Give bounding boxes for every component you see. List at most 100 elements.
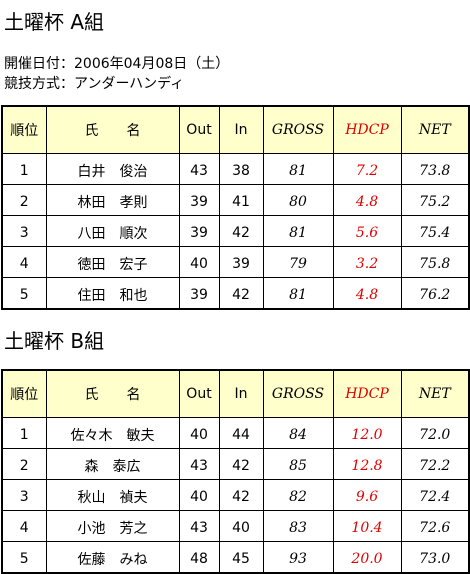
table-cell: 森 泰広 — [45, 448, 180, 480]
table-cell: 40 — [178, 246, 220, 278]
table-cell: 42 — [218, 479, 264, 511]
table-cell: 徳田 宏子 — [45, 246, 180, 278]
table-cell: 84 — [262, 417, 334, 449]
table-cell: 82 — [262, 479, 334, 511]
table-cell: 75.8 — [400, 246, 470, 278]
column-header: Out — [178, 369, 220, 418]
table-row: 1 佐々木 敏夫 40 44 84 12.0 72.0 — [1, 417, 470, 449]
table-cell: 5.6 — [332, 215, 402, 247]
table-cell: 42 — [218, 277, 264, 310]
table-cell: 75.4 — [400, 215, 470, 247]
table-row: 4 小池 芳之 43 40 83 10.4 72.6 — [1, 510, 470, 542]
header-row: 順位氏 名 Out In GROSS HDCP NET — [1, 105, 470, 154]
table-cell: 1 — [1, 153, 47, 185]
column-header: HDCP — [332, 369, 402, 418]
column-header: GROSS — [262, 369, 334, 418]
table-cell: 44 — [218, 417, 264, 449]
table-cell: 76.2 — [400, 277, 470, 310]
date-label: 開催日付：2006年04月08日（土） — [4, 56, 230, 72]
table-cell: 20.0 — [332, 541, 402, 574]
table-cell: 3.2 — [332, 246, 402, 278]
table-cell: 48 — [178, 541, 220, 574]
table-cell: 93 — [262, 541, 334, 574]
table-cell: 75.2 — [400, 184, 470, 216]
table-cell: 38 — [218, 153, 264, 185]
table-cell: 83 — [262, 510, 334, 542]
table-cell: 39 — [218, 246, 264, 278]
column-header: In — [218, 105, 264, 154]
table-row: 5 佐藤 みね 48 45 93 20.0 73.0 — [1, 541, 470, 574]
results-table: 順位氏 名 Out In GROSS HDCP NET 1 佐々木 敏夫 40 44 84 12.0 7… — [1, 369, 470, 574]
column-header: NET — [400, 105, 470, 154]
table-cell: 7.2 — [332, 153, 402, 185]
table-row: 5 住田 和也 39 42 81 4.8 76.2 — [1, 277, 470, 310]
table-cell: 72.4 — [400, 479, 470, 511]
column-header: In — [218, 369, 264, 418]
table-cell: 住田 和也 — [45, 277, 180, 310]
table-cell: 81 — [262, 277, 334, 310]
format-label: 競技方式：アンダーハンディ — [4, 76, 185, 92]
table-cell: 72.0 — [400, 417, 470, 449]
table-cell: 八田 順次 — [45, 215, 180, 247]
table-cell: 12.8 — [332, 448, 402, 480]
table-row: 2 林田 孝則 39 41 80 4.8 75.2 — [1, 184, 470, 216]
table-row: 3 八田 順次 39 42 81 5.6 75.4 — [1, 215, 470, 247]
table-cell: 2 — [1, 448, 47, 480]
table-cell: 白井 俊治 — [45, 153, 180, 185]
table-cell: 4 — [1, 510, 47, 542]
table-cell: 43 — [178, 153, 220, 185]
table-cell: 10.4 — [332, 510, 402, 542]
table-cell: 12.0 — [332, 417, 402, 449]
table-cell: 42 — [218, 215, 264, 247]
table-cell: 42 — [218, 448, 264, 480]
column-header: Out — [178, 105, 220, 154]
table-cell: 3 — [1, 215, 47, 247]
table-cell: 40 — [178, 417, 220, 449]
table-cell: 39 — [178, 215, 220, 247]
table-cell: 2 — [1, 184, 47, 216]
table-cell: 1 — [1, 417, 47, 449]
table-cell: 小池 芳之 — [45, 510, 180, 542]
table-cell: 40 — [218, 510, 264, 542]
table-cell: 4.8 — [332, 184, 402, 216]
group-title: 土曜杯 B組 — [4, 329, 105, 353]
results-table: 順位氏 名 Out In GROSS HDCP NET 1 白井 俊治 43 38 81 7.2 73.… — [1, 105, 470, 310]
column-header: 順位 — [1, 369, 47, 418]
table-cell: 41 — [218, 184, 264, 216]
table-cell: 73.0 — [400, 541, 470, 574]
table-cell: 佐々木 敏夫 — [45, 417, 180, 449]
table-cell: 72.2 — [400, 448, 470, 480]
table-cell: 5 — [1, 541, 47, 574]
table-cell: 39 — [178, 184, 220, 216]
table-cell: 45 — [218, 541, 264, 574]
table-cell: 9.6 — [332, 479, 402, 511]
table-cell: 79 — [262, 246, 334, 278]
table-cell: 43 — [178, 510, 220, 542]
column-header: NET — [400, 369, 470, 418]
table-cell: 佐藤 みね — [45, 541, 180, 574]
table-cell: 林田 孝則 — [45, 184, 180, 216]
column-header: 氏 名 — [45, 105, 180, 154]
table-cell: 3 — [1, 479, 47, 511]
table-cell: 5 — [1, 277, 47, 310]
table-cell: 43 — [178, 448, 220, 480]
table-cell: 85 — [262, 448, 334, 480]
table-cell: 81 — [262, 153, 334, 185]
column-header: HDCP — [332, 105, 402, 154]
column-header: GROSS — [262, 105, 334, 154]
table-row: 4 徳田 宏子 40 39 79 3.2 75.8 — [1, 246, 470, 278]
table-cell: 81 — [262, 215, 334, 247]
table-row: 1 白井 俊治 43 38 81 7.2 73.8 — [1, 153, 470, 185]
table-cell: 秋山 禎夫 — [45, 479, 180, 511]
group-title: 土曜杯 A組 — [4, 10, 105, 34]
table-cell: 4.8 — [332, 277, 402, 310]
table-row: 3 秋山 禎夫 40 42 82 9.6 72.4 — [1, 479, 470, 511]
table-cell: 4 — [1, 246, 47, 278]
column-header: 氏 名 — [45, 369, 180, 418]
column-header: 順位 — [1, 105, 47, 154]
table-cell: 72.6 — [400, 510, 470, 542]
table-cell: 40 — [178, 479, 220, 511]
table-cell: 80 — [262, 184, 334, 216]
